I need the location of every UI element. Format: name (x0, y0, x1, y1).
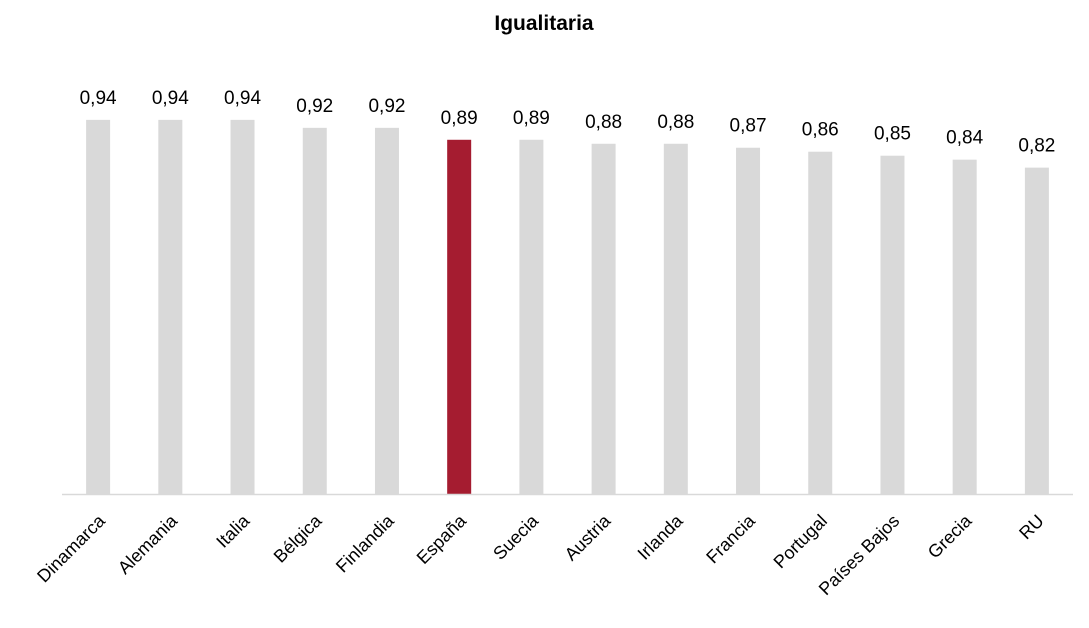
bar-10 (808, 151, 833, 494)
category-label-4: Finlandia (332, 510, 398, 576)
value-label-5: 0,89 (441, 108, 478, 129)
bar-11 (880, 155, 905, 494)
bar-9 (736, 147, 761, 495)
bar-12 (952, 159, 977, 494)
bar-5 (447, 139, 472, 494)
category-label-0: Dinamarca (33, 510, 109, 586)
category-label-13: RU (1015, 511, 1048, 544)
value-label-7: 0,88 (585, 112, 622, 133)
category-label-5: España (413, 510, 471, 568)
value-label-4: 0,92 (368, 96, 405, 117)
category-label-8: Irlanda (634, 510, 688, 564)
bar-1 (158, 119, 183, 494)
value-label-3: 0,92 (296, 96, 333, 117)
category-label-6: Suecia (489, 510, 543, 564)
category-label-1: Alemania (114, 510, 182, 578)
value-label-13: 0,82 (1018, 136, 1055, 157)
chart-title: Igualitaria (494, 12, 594, 35)
bar-4 (374, 127, 399, 494)
category-label-7: Austria (561, 510, 615, 564)
value-label-1: 0,94 (152, 88, 189, 109)
bar-0 (86, 119, 111, 494)
value-label-10: 0,86 (802, 120, 839, 141)
category-labels-group: Dinamarca Alemania Italia Bélgica Finlandia E… (33, 510, 1047, 599)
category-label-2: Italia (212, 510, 254, 552)
value-label-2: 0,94 (224, 88, 261, 109)
value-label-11: 0,85 (874, 124, 911, 145)
value-label-9: 0,87 (730, 116, 767, 137)
value-label-12: 0,84 (946, 128, 983, 149)
category-label-10: Portugal (770, 511, 832, 573)
bar-2 (230, 119, 255, 494)
value-label-6: 0,89 (513, 108, 550, 129)
bar-3 (302, 127, 327, 494)
bars-group (86, 119, 1049, 495)
value-label-0: 0,94 (80, 88, 117, 109)
category-label-3: Bélgica (270, 510, 327, 567)
bar-6 (519, 139, 544, 494)
bar-13 (1024, 167, 1049, 494)
category-label-9: Francia (702, 510, 759, 567)
category-label-12: Grecia (924, 510, 976, 562)
bar-8 (663, 143, 688, 494)
value-labels-group: 0,94 0,94 0,94 0,92 0,92 0,89 0,89 0,88 0,88 0,87… (80, 88, 1056, 157)
value-label-8: 0,88 (657, 112, 694, 133)
bar-7 (591, 143, 616, 494)
